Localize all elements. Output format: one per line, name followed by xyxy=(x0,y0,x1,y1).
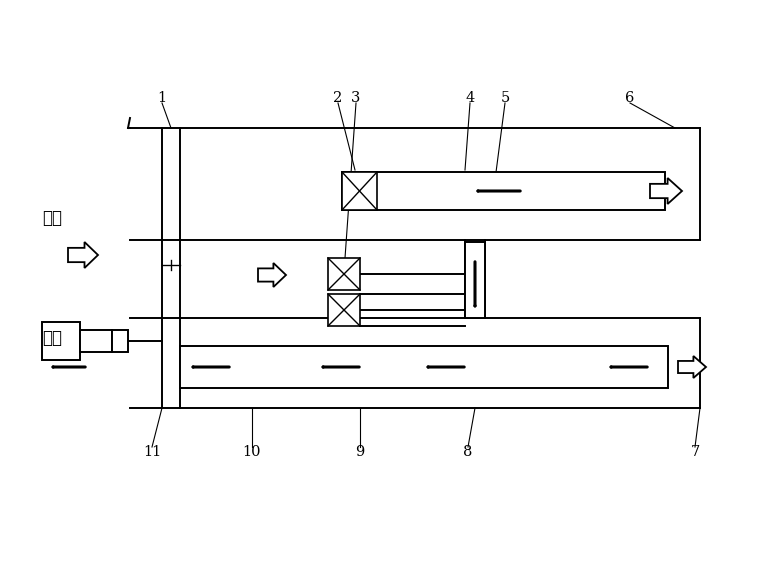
Text: 2: 2 xyxy=(334,91,343,105)
Polygon shape xyxy=(678,356,706,378)
Text: 4: 4 xyxy=(465,91,475,105)
Bar xyxy=(342,172,665,210)
Text: 7: 7 xyxy=(690,445,700,459)
Text: 11: 11 xyxy=(143,445,161,459)
Text: 10: 10 xyxy=(242,445,261,459)
Bar xyxy=(80,330,112,352)
Bar xyxy=(42,322,80,360)
Text: 6: 6 xyxy=(625,91,635,105)
Polygon shape xyxy=(68,242,98,268)
Text: 8: 8 xyxy=(464,445,473,459)
Text: 1: 1 xyxy=(157,91,166,105)
Text: 9: 9 xyxy=(356,445,365,459)
Bar xyxy=(328,294,360,326)
Text: 3: 3 xyxy=(351,91,361,105)
Text: 5: 5 xyxy=(500,91,510,105)
Text: 主洞: 主洞 xyxy=(42,209,62,227)
Bar xyxy=(465,242,485,318)
Bar xyxy=(328,258,360,290)
Bar xyxy=(180,346,668,388)
Bar xyxy=(342,172,377,210)
Polygon shape xyxy=(258,263,286,287)
Text: 平导: 平导 xyxy=(42,329,62,347)
Polygon shape xyxy=(650,178,682,204)
Bar xyxy=(112,330,128,352)
